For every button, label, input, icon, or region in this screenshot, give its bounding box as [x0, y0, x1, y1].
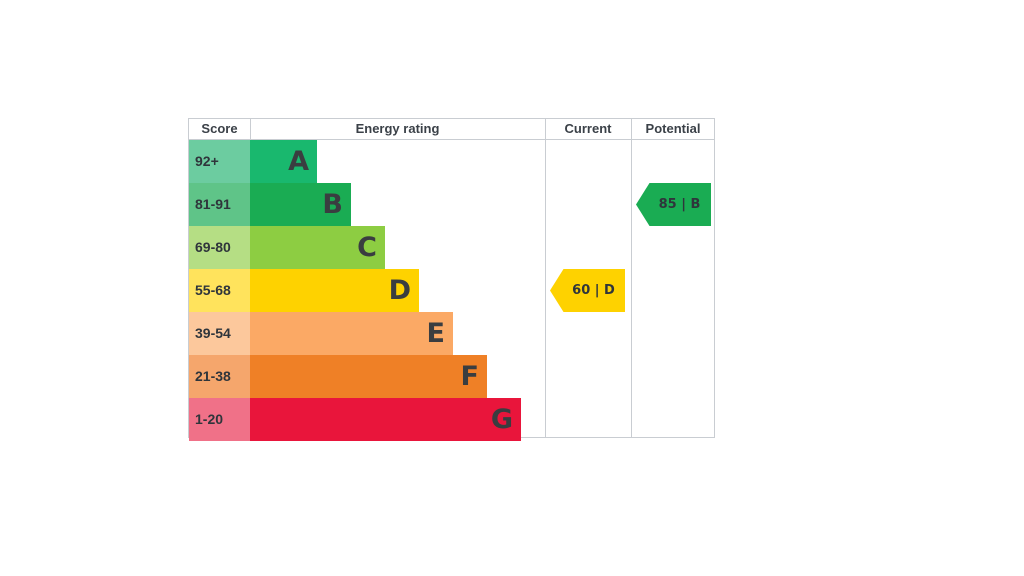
- score-column-divider: [250, 119, 251, 140]
- rating-bar-f: F: [250, 355, 487, 398]
- rating-bar-e: E: [250, 312, 453, 355]
- score-cell-b: 81-91: [189, 183, 250, 226]
- header-divider: [189, 139, 715, 140]
- potential-header: Potential: [645, 121, 701, 136]
- score-cell-d: 55-68: [189, 269, 250, 312]
- current-header: Current: [564, 121, 612, 136]
- rating-column-divider: [545, 119, 546, 438]
- rating-bar-c: C: [250, 226, 385, 269]
- score-cell-g: 1-20: [189, 398, 250, 441]
- rating-bar-d: D: [250, 269, 419, 312]
- current-rating-arrow: 60 | D: [550, 269, 625, 312]
- rating-bar-g: G: [250, 398, 521, 441]
- rating-bar-a: A: [250, 140, 317, 183]
- score-cell-e: 39-54: [189, 312, 250, 355]
- score-cell-a: 92+: [189, 140, 250, 183]
- potential-rating-arrow: 85 | B: [636, 183, 711, 226]
- energy-rating-chart: Score Energy rating Current Potential 92…: [188, 118, 715, 441]
- current-column-divider: [631, 119, 632, 438]
- score-header: Score: [201, 121, 238, 136]
- rating-bar-b: B: [250, 183, 351, 226]
- energy-rating-header: Energy rating: [355, 121, 440, 136]
- score-cell-f: 21-38: [189, 355, 250, 398]
- score-cell-c: 69-80: [189, 226, 250, 269]
